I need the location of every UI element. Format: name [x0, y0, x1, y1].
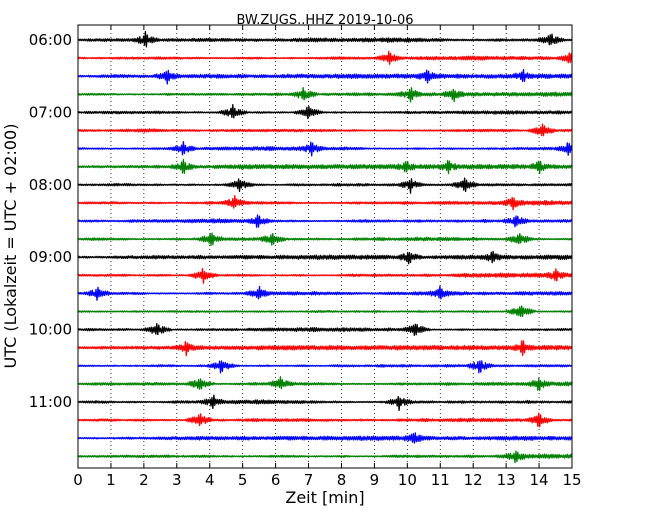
trace-row	[77, 268, 573, 284]
trace-row	[77, 123, 573, 137]
trace-row	[77, 432, 573, 444]
x-tick-label: 9	[370, 471, 380, 489]
trace-row	[77, 340, 573, 357]
x-tick-label: 14	[530, 471, 549, 489]
x-tick-label: 15	[562, 471, 581, 489]
trace-row	[77, 195, 573, 211]
x-tick-label: 5	[238, 471, 248, 489]
trace-row	[77, 412, 573, 428]
trace-row	[77, 305, 573, 318]
plot-frame	[77, 24, 573, 469]
x-tick-label: 1	[106, 471, 116, 489]
x-tick-label: 6	[271, 471, 281, 489]
trace-row	[77, 104, 573, 120]
y-tick-label: 11:00	[29, 393, 72, 411]
trace-row	[77, 214, 573, 228]
y-tick-label: 07:00	[29, 103, 72, 121]
x-axis-ticks: 0 1 2 3 4 5 6 7 8 9 10 11 12 13 14 15	[73, 25, 582, 489]
trace-row	[77, 141, 573, 157]
x-tick-label: 2	[139, 471, 149, 489]
y-tick-label: 06:00	[29, 31, 72, 49]
y-tick-label: 09:00	[29, 248, 72, 266]
x-tick-label: 0	[73, 471, 83, 489]
x-tick-label: 11	[431, 471, 450, 489]
trace-row	[77, 69, 573, 85]
trace-row	[77, 232, 573, 247]
trace-row	[77, 86, 573, 103]
y-axis-label: UTC (Lokalzeit = UTC + 02:00)	[1, 124, 20, 369]
x-tick-label: 7	[304, 471, 314, 489]
trace-row	[77, 323, 573, 336]
chart-title: BW.ZUGS..HHZ 2019-10-06	[236, 13, 413, 28]
trace-row	[77, 30, 573, 48]
y-tick-label: 08:00	[29, 176, 72, 194]
trace-row	[77, 360, 573, 374]
x-tick-label: 4	[205, 471, 215, 489]
x-tick-label: 13	[497, 471, 516, 489]
trace-row	[77, 177, 573, 194]
trace-row	[77, 394, 573, 412]
trace-row	[77, 50, 573, 65]
trace-row	[77, 285, 573, 301]
x-tick-label: 8	[337, 471, 347, 489]
y-axis-ticks: 06:00 07:00 08:00 09:00 10:00 11:00	[29, 31, 572, 411]
trace-row	[77, 376, 573, 392]
x-tick-label: 12	[464, 471, 483, 489]
y-tick-label: 10:00	[29, 321, 72, 339]
trace-row	[77, 250, 573, 265]
x-axis-label: Zeit [min]	[285, 488, 364, 507]
x-tick-label: 10	[398, 471, 417, 489]
trace-row	[77, 450, 573, 464]
seismic-traces	[77, 30, 573, 464]
trace-row	[77, 158, 573, 175]
x-tick-label: 3	[172, 471, 182, 489]
